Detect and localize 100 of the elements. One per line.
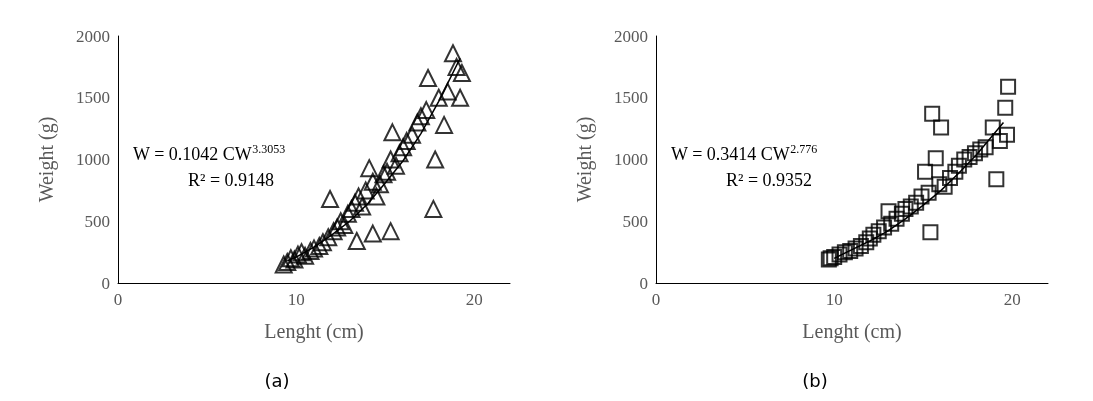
point xyxy=(880,203,897,220)
point xyxy=(438,82,457,101)
point xyxy=(870,223,887,240)
point xyxy=(977,139,994,156)
point xyxy=(274,255,293,274)
point xyxy=(424,199,443,218)
text: (b) xyxy=(802,369,828,391)
point xyxy=(865,226,882,243)
point xyxy=(902,198,919,215)
point xyxy=(378,162,397,181)
point xyxy=(278,253,297,272)
point xyxy=(411,107,430,126)
point xyxy=(390,144,409,163)
y-tick-label: 1500 xyxy=(614,88,648,108)
point xyxy=(988,171,1005,188)
point xyxy=(443,44,462,63)
y-tick-label: 500 xyxy=(84,211,110,231)
point xyxy=(342,199,361,218)
point xyxy=(847,240,864,257)
point xyxy=(347,232,366,251)
point xyxy=(961,149,978,166)
point xyxy=(305,239,323,258)
y-axis-title: Weight (g) xyxy=(35,116,58,203)
point xyxy=(403,125,421,144)
point xyxy=(936,178,953,195)
x-tick-label: 10 xyxy=(287,290,305,309)
point xyxy=(353,197,372,216)
point xyxy=(950,157,967,174)
point xyxy=(319,228,338,247)
point xyxy=(383,123,402,142)
point xyxy=(842,242,859,259)
point xyxy=(942,170,958,187)
point xyxy=(301,241,320,260)
point xyxy=(956,151,973,168)
point xyxy=(924,105,941,122)
point xyxy=(947,163,964,180)
point xyxy=(356,181,375,200)
y-tick-label: 2000 xyxy=(76,26,110,46)
point xyxy=(335,215,354,234)
point xyxy=(966,145,983,162)
point xyxy=(419,68,438,87)
point xyxy=(381,150,400,169)
point xyxy=(381,222,400,241)
point xyxy=(338,204,357,223)
point xyxy=(426,150,445,169)
point xyxy=(927,150,944,167)
point xyxy=(888,210,905,227)
x-tick-label: 20 xyxy=(465,290,483,309)
point xyxy=(972,141,989,158)
y-tick-label: 2000 xyxy=(614,26,648,46)
y-tick-label: 1500 xyxy=(76,88,110,108)
y-axis-title: Weight (g) xyxy=(573,116,596,203)
point xyxy=(852,237,869,254)
point xyxy=(861,230,878,247)
point xyxy=(324,222,343,241)
y-tick-label: 0 xyxy=(101,273,110,293)
point xyxy=(991,132,1008,149)
x-tick-label: 0 xyxy=(113,290,123,309)
point xyxy=(417,101,436,120)
annotation: R² = 0.9148 xyxy=(188,170,275,190)
point xyxy=(370,175,389,194)
point xyxy=(931,176,948,193)
point xyxy=(328,218,347,237)
text: (a) xyxy=(264,369,290,391)
point xyxy=(836,244,853,261)
point xyxy=(913,188,930,205)
point xyxy=(374,165,393,184)
point xyxy=(897,200,914,217)
point xyxy=(893,205,910,222)
point xyxy=(408,113,427,132)
y-tick-label: 1000 xyxy=(76,150,110,169)
point xyxy=(876,219,893,236)
point xyxy=(367,187,386,206)
point xyxy=(321,190,340,209)
point xyxy=(831,246,848,263)
point xyxy=(345,193,364,212)
point xyxy=(429,88,448,107)
point xyxy=(908,194,925,211)
y-tick-label: 500 xyxy=(622,211,648,231)
point xyxy=(999,126,1016,143)
point xyxy=(917,163,934,180)
x-axis-title: Lenght (cm) xyxy=(264,320,364,343)
point xyxy=(397,131,416,150)
point xyxy=(883,215,900,232)
point xyxy=(451,88,470,107)
point xyxy=(920,184,937,201)
y-tick-label: 0 xyxy=(639,273,648,293)
point xyxy=(285,250,304,269)
x-axis-title: Lenght (cm) xyxy=(802,320,902,343)
point xyxy=(296,246,315,265)
point xyxy=(331,212,350,231)
y-tick-label: 1000 xyxy=(614,150,648,169)
annotation: R² = 0.9352 xyxy=(726,170,813,190)
point xyxy=(363,172,382,191)
point xyxy=(288,245,307,264)
point xyxy=(826,249,843,266)
point xyxy=(922,224,939,241)
point xyxy=(435,115,454,134)
point xyxy=(933,119,950,136)
point xyxy=(997,99,1014,116)
